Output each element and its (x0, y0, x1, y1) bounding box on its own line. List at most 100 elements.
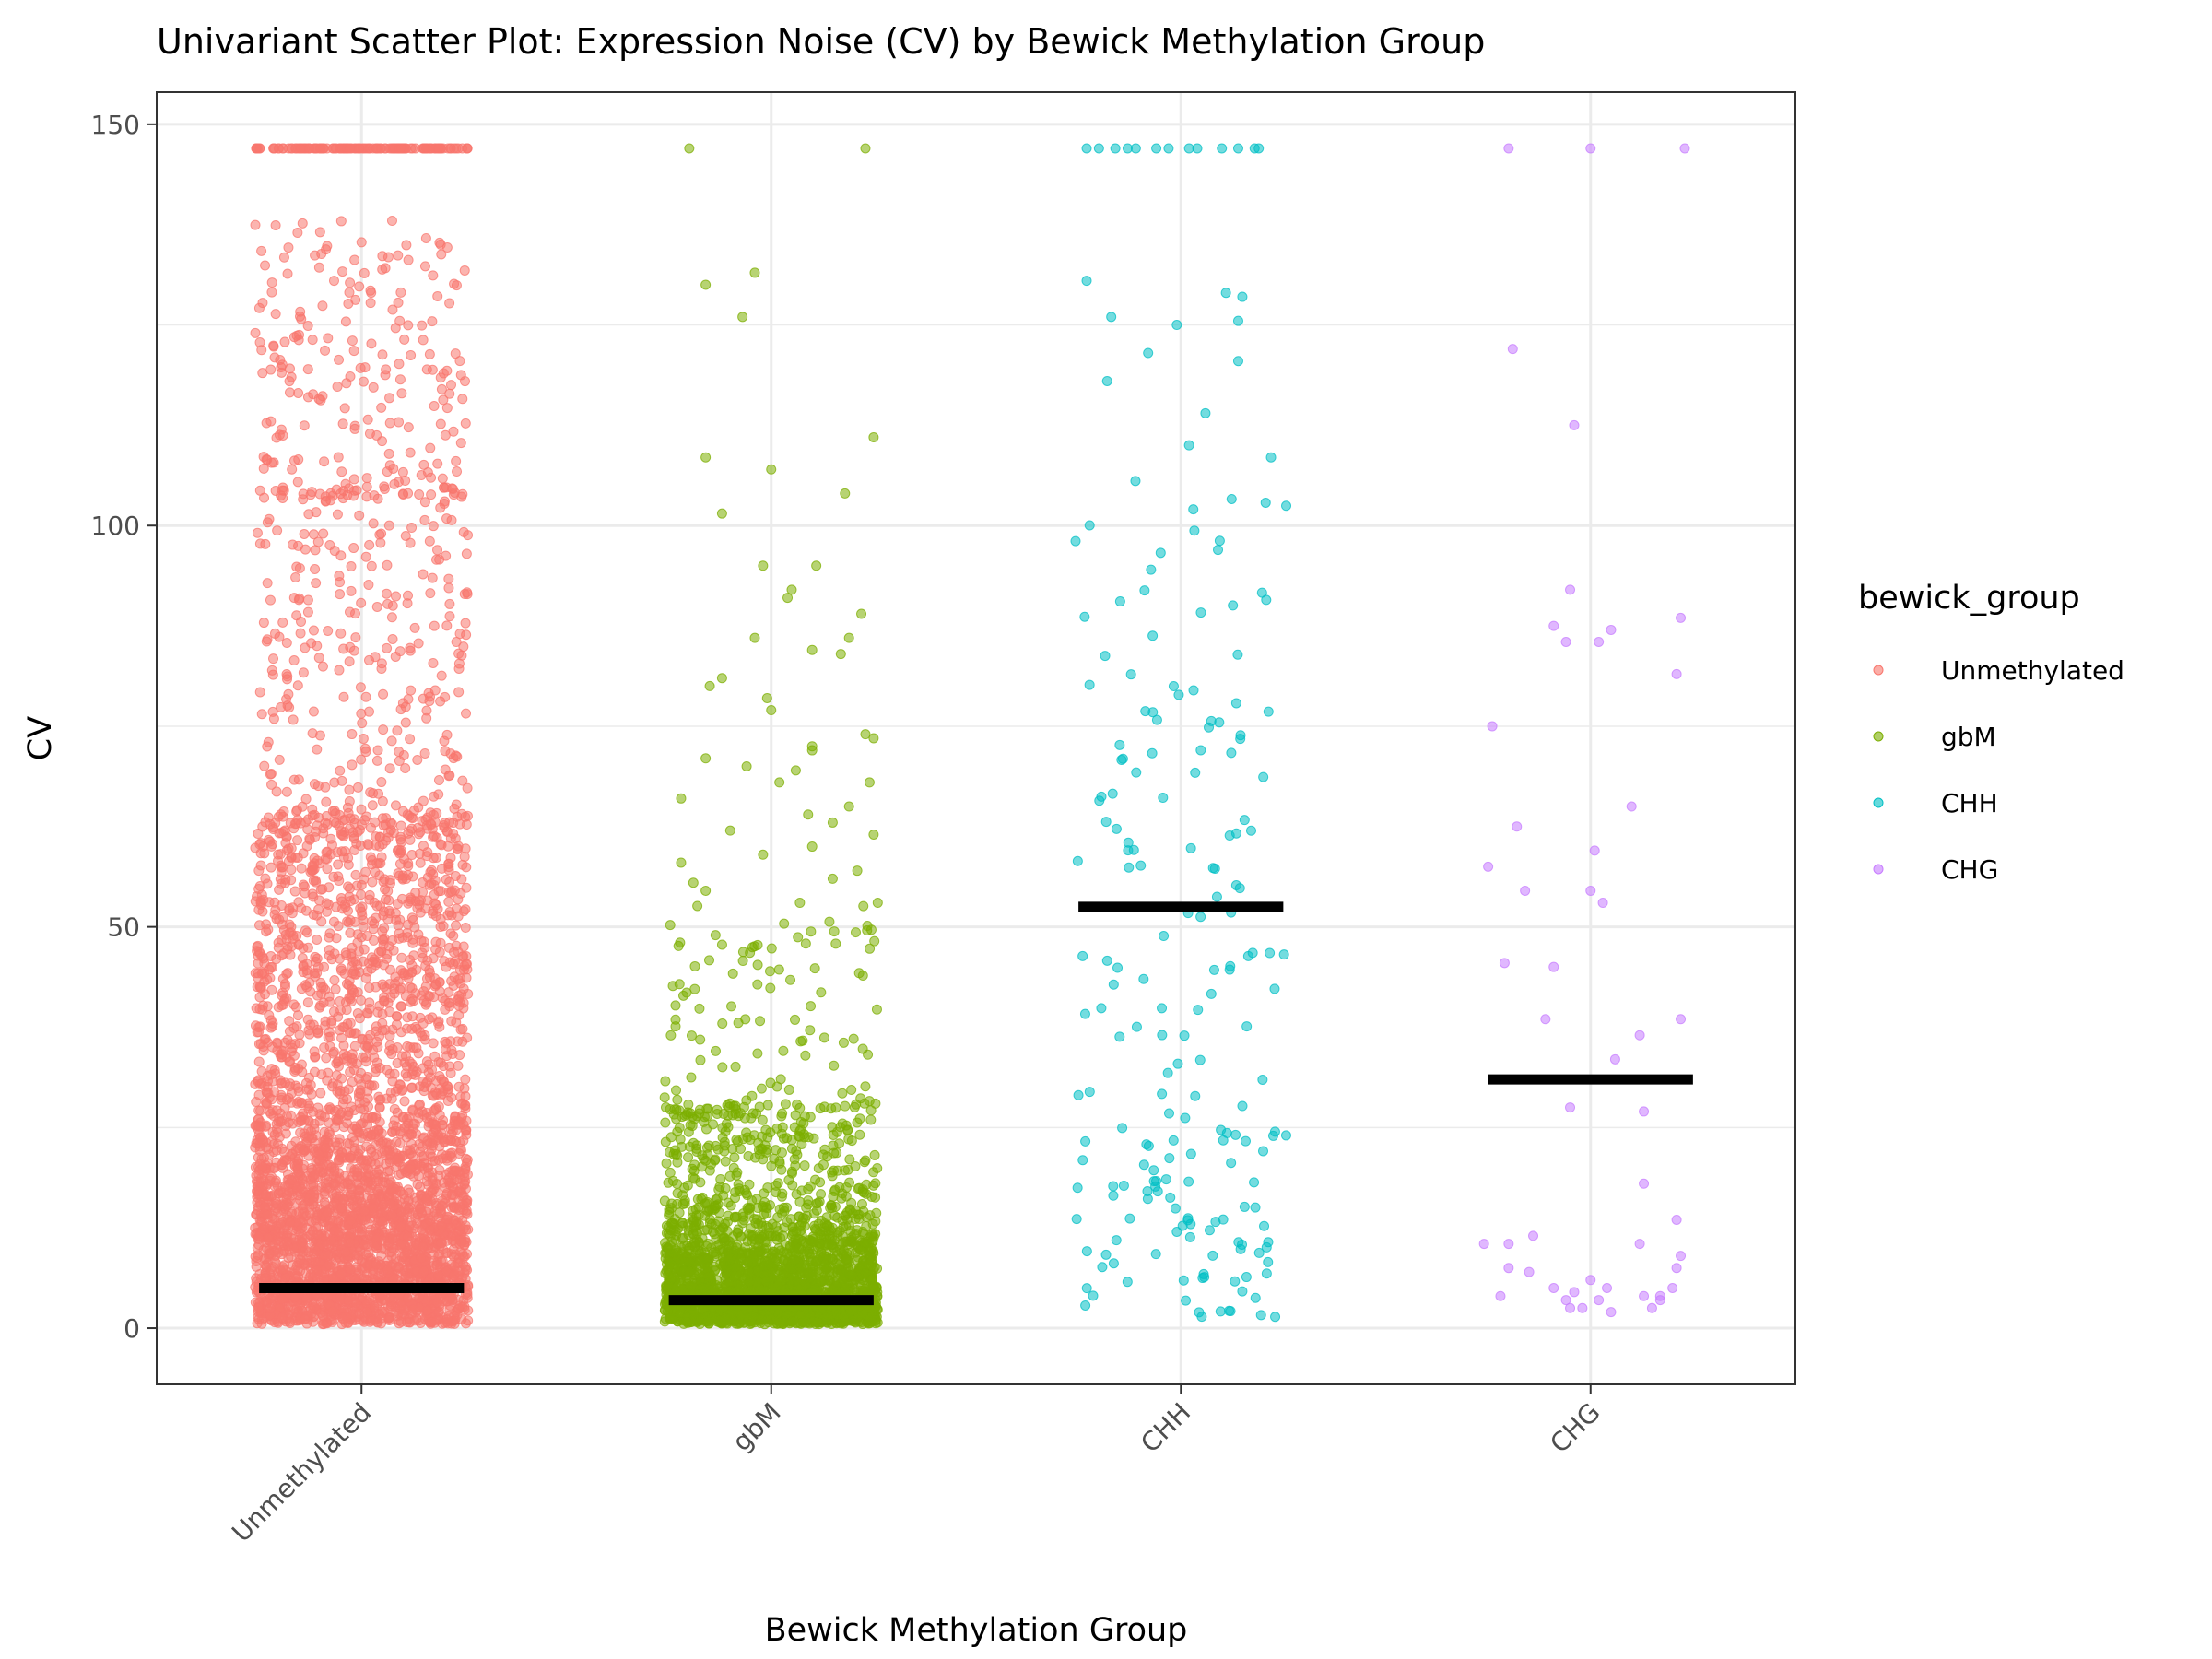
point-unmethylated (396, 388, 407, 399)
point-unmethylated (422, 1305, 433, 1316)
point-unmethylated (395, 820, 406, 831)
point-unmethylated (394, 315, 406, 326)
point-unmethylated (256, 709, 267, 720)
point-unmethylated (268, 713, 279, 724)
point-unmethylated (406, 1011, 418, 1022)
point-unmethylated (365, 285, 376, 296)
point-gbm (860, 143, 871, 154)
point-unmethylated (327, 1306, 338, 1317)
point-unmethylated (341, 950, 352, 961)
point-unmethylated (324, 1126, 335, 1137)
point-unmethylated (305, 1179, 316, 1190)
point-unmethylated (313, 262, 324, 273)
point-unmethylated (368, 935, 379, 946)
point-unmethylated (458, 526, 469, 537)
point-unmethylated (451, 637, 462, 648)
point-unmethylated (373, 1172, 384, 1183)
point-unmethylated (302, 1014, 313, 1025)
point-unmethylated (350, 869, 361, 880)
point-unmethylated (437, 1200, 448, 1211)
point-unmethylated (333, 1227, 344, 1238)
point-unmethylated (302, 1133, 313, 1144)
point-unmethylated (439, 496, 450, 507)
point-unmethylated (323, 625, 334, 636)
point-unmethylated (362, 143, 373, 154)
point-unmethylated (430, 979, 441, 990)
point-unmethylated (297, 1175, 308, 1186)
point-unmethylated (303, 143, 314, 154)
point-unmethylated (418, 1063, 429, 1074)
point-unmethylated (259, 1201, 270, 1212)
point-unmethylated (364, 997, 375, 1008)
point-unmethylated (448, 426, 459, 437)
point-unmethylated (447, 1294, 458, 1305)
point-unmethylated (445, 380, 456, 391)
point-unmethylated (417, 1151, 428, 1162)
point-unmethylated (356, 889, 367, 900)
point-unmethylated (446, 886, 457, 897)
point-unmethylated (434, 947, 445, 958)
point-unmethylated (322, 864, 333, 875)
point-unmethylated (395, 1206, 406, 1218)
point-unmethylated (448, 818, 459, 829)
point-unmethylated (305, 489, 316, 500)
point-unmethylated (265, 416, 276, 427)
point-unmethylated (294, 1030, 305, 1041)
point-unmethylated (299, 420, 310, 431)
point-unmethylated (429, 791, 440, 802)
point-unmethylated (406, 1129, 418, 1140)
point-unmethylated (406, 982, 418, 994)
point-unmethylated (397, 698, 408, 709)
point-unmethylated (277, 143, 288, 154)
point-unmethylated (352, 1007, 363, 1018)
point-unmethylated (256, 1066, 267, 1077)
point-unmethylated (462, 143, 473, 154)
point-unmethylated (307, 888, 318, 900)
point-unmethylated (418, 335, 429, 346)
point-unmethylated (320, 1181, 331, 1192)
point-unmethylated (395, 1316, 406, 1327)
point-unmethylated (427, 823, 438, 834)
point-unmethylated (333, 859, 344, 870)
point-unmethylated (264, 964, 275, 975)
point-unmethylated (418, 143, 429, 154)
point-unmethylated (443, 862, 454, 873)
point-unmethylated (438, 394, 449, 406)
point-unmethylated (311, 507, 322, 518)
point-unmethylated (458, 1135, 469, 1146)
point-unmethylated (259, 848, 270, 859)
point-unmethylated (276, 862, 287, 873)
point-unmethylated (302, 321, 313, 332)
point-unmethylated (399, 1096, 410, 1107)
point-unmethylated (356, 932, 367, 943)
point-unmethylated (378, 688, 389, 700)
point-unmethylated (443, 896, 454, 907)
point-unmethylated (384, 1165, 395, 1176)
point-unmethylated (280, 1128, 291, 1139)
point-unmethylated (322, 241, 333, 252)
point-unmethylated (386, 735, 397, 747)
point-unmethylated (279, 979, 290, 990)
point-unmethylated (370, 652, 381, 663)
point-unmethylated (424, 991, 435, 1002)
point-unmethylated (442, 1095, 453, 1106)
point-unmethylated (338, 1122, 349, 1133)
point-unmethylated (436, 383, 447, 394)
point-unmethylated (450, 1165, 461, 1176)
point-unmethylated (444, 906, 455, 917)
point-unmethylated (405, 896, 416, 907)
point-unmethylated (386, 612, 397, 623)
point-unmethylated (271, 1145, 282, 1156)
point-unmethylated (382, 1265, 394, 1276)
point-unmethylated (382, 1065, 393, 1076)
point-unmethylated (384, 418, 395, 429)
point-unmethylated (401, 240, 412, 251)
point-unmethylated (379, 959, 390, 971)
point-unmethylated (316, 1069, 327, 1080)
point-unmethylated (375, 858, 386, 869)
point-unmethylated (383, 895, 394, 906)
point-unmethylated (293, 594, 304, 606)
point-unmethylated (308, 1143, 319, 1154)
point-unmethylated (282, 968, 293, 979)
